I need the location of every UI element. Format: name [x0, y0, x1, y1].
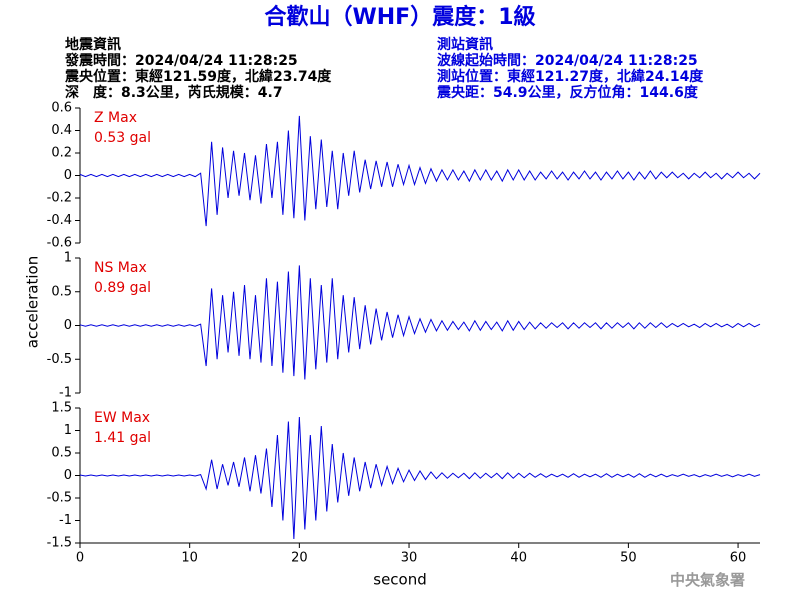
- y-tick-label: 0.2: [51, 146, 72, 161]
- y-tick-label: 0.5: [51, 446, 72, 461]
- y-tick-label: -0.5: [47, 491, 72, 506]
- info-left: 發震時間：2024/04/24 11:28:25: [64, 52, 298, 69]
- y-tick-label: 0.6: [51, 101, 72, 116]
- panel-name: Z Max: [94, 110, 137, 126]
- y-tick-label: -1: [59, 513, 72, 528]
- x-tick-label: 0: [76, 551, 84, 566]
- y-tick-label: 0: [64, 468, 72, 483]
- y-tick-label: -0.4: [47, 213, 72, 228]
- panel-peak: 1.41 gal: [94, 430, 151, 446]
- y-tick-label: -0.5: [47, 352, 72, 367]
- waveform: [79, 115, 761, 227]
- y-tick-label: 0.4: [51, 123, 72, 138]
- info-left: 深 度：8.3公里，芮氏規模：4.7: [65, 84, 283, 101]
- y-tick-label: -1.5: [47, 536, 72, 551]
- y-tick-label: -1: [59, 386, 72, 401]
- panel-name: EW Max: [94, 410, 150, 426]
- x-tick-label: 20: [291, 551, 308, 566]
- info-left: 地震資訊: [65, 36, 121, 53]
- y-tick-label: 1.5: [51, 401, 72, 416]
- x-tick-label: 40: [510, 551, 527, 566]
- panel-peak: 0.89 gal: [94, 280, 151, 296]
- info-right: 震央距：54.9公里，反方位角：144.6度: [436, 84, 699, 101]
- info-left: 震央位置：東經121.59度，北緯23.74度: [64, 68, 332, 85]
- y-tick-label: -0.2: [47, 191, 72, 206]
- y-tick-label: 1: [64, 423, 72, 438]
- info-right: 測站位置：東經121.27度，北緯24.14度: [437, 68, 704, 85]
- y-tick-label: -0.6: [47, 236, 72, 251]
- waveform: [79, 265, 761, 380]
- y-tick-label: 0: [64, 318, 72, 333]
- x-axis-label: second: [373, 571, 427, 589]
- panel-name: NS Max: [94, 260, 147, 276]
- y-tick-label: 1: [64, 251, 72, 266]
- y-tick-label: 0.5: [51, 284, 72, 299]
- x-tick-label: 50: [620, 551, 637, 566]
- footer: 中央氣象署: [670, 571, 745, 589]
- x-tick-label: 10: [181, 551, 198, 566]
- x-tick-label: 60: [730, 551, 747, 566]
- y-tick-label: 0: [64, 168, 72, 183]
- x-tick-label: 30: [401, 551, 418, 566]
- y-axis-label: acceleration: [24, 256, 42, 348]
- info-right: 測站資訊: [437, 36, 493, 53]
- panel-peak: 0.53 gal: [94, 130, 151, 146]
- chart-title: 合歡山（WHF）震度：1級: [264, 4, 535, 30]
- info-right: 波線起始時間：2024/04/24 11:28:25: [437, 52, 698, 69]
- waveform: [79, 416, 761, 539]
